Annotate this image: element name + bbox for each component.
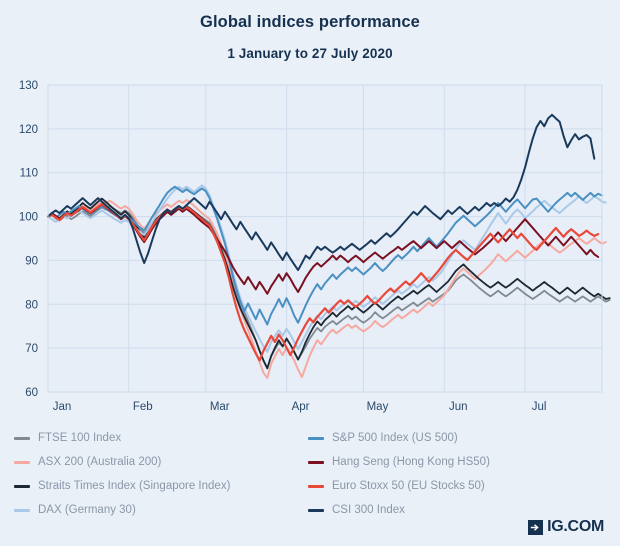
y-axis-tick-label: 90 [25,255,38,267]
legend-item-label: Hang Seng (Hong Kong HS50) [332,455,490,468]
y-axis-tick-label: 120 [19,124,38,136]
y-axis-tick-label: 110 [20,168,38,180]
legend-item[interactable]: FTSE 100 Index [14,428,230,449]
x-axis-tick-label: Mar [210,401,230,413]
chart-subtitle: 1 January to 27 July 2020 [227,46,393,61]
legend-column-left: FTSE 100 Index ASX 200 (Australia 200) Str… [14,428,230,524]
series-line [47,205,611,370]
legend-item[interactable]: DAX (Germany 30) [14,500,230,521]
series-line [47,184,607,353]
x-axis-tick-label: Feb [133,401,153,413]
legend-color-swatch [14,485,30,488]
legend-item[interactable]: Hang Seng (Hong Kong HS50) [308,452,490,473]
legend-color-swatch [308,485,324,488]
y-axis-tick-label: 130 [19,80,38,92]
legend-item-label: CSI 300 Index [332,503,405,516]
y-axis-tick-label: 100 [19,212,38,224]
legend-item-label: Straits Times Index (Singapore Index) [38,479,231,492]
plot-background [48,85,602,392]
line-chart-svg: 60 70 80 90 100 110 120 130 Jan Feb Mar Apr May Jun Ju… [19,80,611,413]
legend-item[interactable]: ASX 200 (Australia 200) [14,452,230,473]
legend-color-swatch [308,509,324,512]
arrow-right-icon [528,519,544,535]
x-axis-tick-label: Jan [53,401,72,413]
legend-column-right: S&P 500 Index (US 500) Hang Seng (Hong Ko… [308,428,490,524]
series-line [47,113,596,272]
x-axis-tick-label: Apr [292,401,310,413]
legend-item-label: DAX (Germany 30) [38,503,136,516]
y-axis-tick-label: 60 [25,387,38,399]
plot-border [47,84,603,393]
legend-item[interactable]: Straits Times Index (Singapore Index) [14,476,230,497]
legend-item[interactable]: Euro Stoxx 50 (EU Stocks 50) [308,476,490,497]
legend-item[interactable]: CSI 300 Index [308,500,490,521]
legend-item[interactable]: S&P 500 Index (US 500) [308,428,490,449]
legend-item-label: S&P 500 Index (US 500) [332,431,458,444]
brand-text: IG.COM [547,518,604,535]
page-title: Global indices performance [200,13,420,31]
legend-item-label: Euro Stoxx 50 (EU Stocks 50) [332,479,485,492]
legend-color-swatch [14,437,30,440]
y-axis-tick-label: 70 [25,343,38,355]
chart-legend: FTSE 100 Index ASX 200 (Australia 200) Str… [0,428,620,546]
legend-color-swatch [308,461,324,464]
series-line [47,198,607,379]
series-line [47,185,603,326]
y-axis-tick-label: 80 [25,299,38,311]
x-axis-tick-label: Jun [449,401,468,413]
legend-color-swatch [14,461,30,464]
legend-item-label: FTSE 100 Index [38,431,122,444]
legend-item-label: ASX 200 (Australia 200) [38,455,162,468]
ig-brand-logo: IG.COM [528,518,604,536]
legend-color-swatch [308,437,324,440]
plot-area: 60 70 80 90 100 110 120 130 Jan Feb Mar Apr May Jun Ju… [19,80,611,413]
x-axis-tick-label: May [367,401,389,413]
x-axis-tick-label: Jul [532,401,547,413]
series-line [46,202,600,362]
legend-color-swatch [14,509,30,512]
